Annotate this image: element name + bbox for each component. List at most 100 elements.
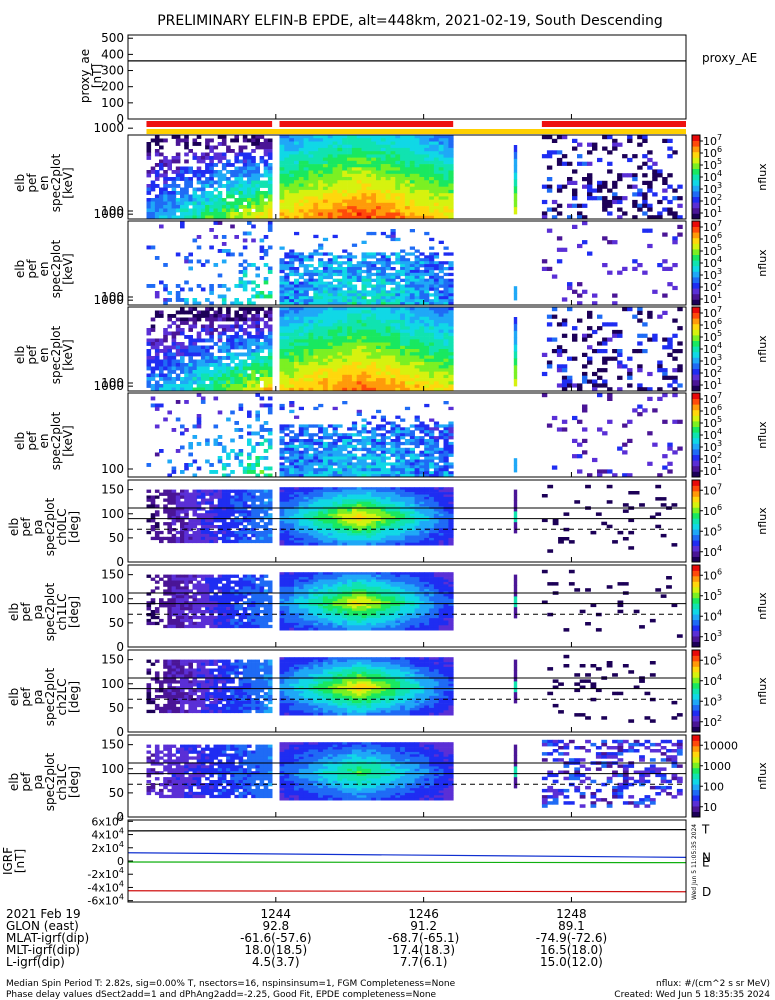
spectrogram-cell <box>541 154 548 159</box>
spectrogram-cell <box>284 374 290 379</box>
spectrogram-cell <box>279 154 285 158</box>
spectrogram-cell <box>318 189 324 194</box>
spectrogram-cell <box>303 471 309 475</box>
spectrogram-cell <box>366 447 372 452</box>
spectrogram-cell <box>642 161 648 166</box>
spectrogram-cell <box>308 474 314 478</box>
spectrogram-cell <box>419 358 425 363</box>
spectrogram-cell <box>361 424 367 428</box>
spectrogram-cell <box>196 442 202 446</box>
spectrogram-cell <box>395 196 401 200</box>
spectrogram-cell <box>351 180 358 184</box>
spectrogram-cell <box>242 338 248 343</box>
spectrogram-cell <box>395 349 401 353</box>
spectrogram-cell <box>556 188 563 193</box>
spectrogram-cell <box>251 156 256 160</box>
spectrogram-cell <box>255 135 260 139</box>
spectrogram-cell <box>267 396 273 401</box>
spectrogram-cell <box>556 368 563 373</box>
spectrogram-cell <box>221 177 227 181</box>
spectrogram-cell <box>308 183 314 188</box>
spectrogram-cell <box>209 205 214 209</box>
spectrogram-cell <box>209 173 214 178</box>
spectrogram-cell <box>351 189 358 194</box>
spectrogram-cell <box>662 293 668 298</box>
spectrogram-cell <box>221 314 227 318</box>
spectrogram-cell <box>279 144 285 149</box>
spectrogram-cell <box>322 196 329 200</box>
spectrogram-cell <box>259 238 265 243</box>
colorbar-cell <box>692 385 700 392</box>
colorbar-label: nflux <box>756 249 769 277</box>
spectrogram-cell <box>327 160 333 165</box>
spectrogram-cell <box>327 154 333 158</box>
spectrogram-cell <box>294 439 300 443</box>
spectrogram-cell <box>342 349 348 353</box>
spectrogram-cell <box>351 278 358 282</box>
spectrogram-cell <box>209 470 214 474</box>
spectrogram-cell <box>361 378 367 382</box>
spectrogram-cell <box>200 180 206 185</box>
spectrogram-cell <box>351 453 358 457</box>
spectrogram-cell <box>404 147 411 152</box>
spectrogram-cell <box>294 474 300 478</box>
spectrogram-cell <box>342 462 348 466</box>
spectrogram-cell <box>294 436 300 440</box>
spectrogram-cell <box>175 363 181 367</box>
spectrogram-cell <box>303 307 309 311</box>
spectrogram-cell <box>414 342 420 347</box>
spectrogram-cell <box>443 456 449 460</box>
spectrogram-cell <box>404 209 411 213</box>
spectrogram-cell <box>429 307 435 311</box>
spectrogram-cell <box>294 180 300 184</box>
spectrogram-cell <box>184 166 189 171</box>
spectrogram-cell <box>337 326 343 330</box>
spectrogram-cell <box>267 201 273 206</box>
spectrogram-cell <box>438 138 444 142</box>
spectrogram-cell <box>419 468 425 472</box>
spectrogram-cell <box>380 433 386 437</box>
spectrogram-cell <box>395 287 401 291</box>
spectrogram-cell <box>657 314 663 319</box>
spectrogram-cell <box>424 323 430 327</box>
spectrogram-cell <box>200 287 206 292</box>
spectrogram-cell <box>419 355 425 360</box>
spectrogram-cell <box>284 378 290 382</box>
spectrogram-cell <box>267 317 273 322</box>
spectrogram-cell <box>376 180 382 184</box>
spectrogram-cell <box>429 261 435 265</box>
spectrogram-cell <box>351 144 358 149</box>
spectrogram-cell <box>313 284 319 288</box>
spectrogram-cell <box>188 452 193 457</box>
spectrogram-cell <box>163 177 168 181</box>
spectrogram-cell <box>284 278 290 282</box>
spectrogram-cell <box>279 355 285 360</box>
spectrogram-cell <box>443 447 449 452</box>
spectrogram-cell <box>376 206 382 210</box>
spectrogram-cell <box>150 245 156 250</box>
spectrogram-cell <box>419 465 425 469</box>
spectrogram-cell <box>409 310 415 314</box>
spectrogram-cell <box>642 173 648 178</box>
spectrogram-cell <box>313 424 319 428</box>
spectrogram-cell <box>226 163 231 167</box>
spectrogram-cell <box>376 310 382 314</box>
spectrogram-cell <box>205 201 210 206</box>
spectrogram-cell <box>556 383 563 388</box>
spectrogram-cell <box>433 293 440 297</box>
spectrogram-cell <box>424 258 430 262</box>
spectrogram-cell <box>188 335 193 339</box>
spectrogram-cell <box>342 447 348 452</box>
colorbar-tick-label: 107 <box>703 133 722 148</box>
spectrogram-cell <box>322 154 329 158</box>
spectrogram-cell <box>230 180 235 185</box>
spectrogram-cell <box>351 215 358 220</box>
spectrogram-cell <box>409 278 415 282</box>
spectrogram-cell <box>572 415 578 421</box>
spectrogram-cell <box>337 212 343 217</box>
spectrogram-cell <box>327 336 333 340</box>
spectrogram-cell <box>226 452 231 457</box>
spectrogram-cell <box>205 198 210 202</box>
spectrogram-cell <box>443 299 449 303</box>
spectrogram-cell <box>448 365 454 369</box>
